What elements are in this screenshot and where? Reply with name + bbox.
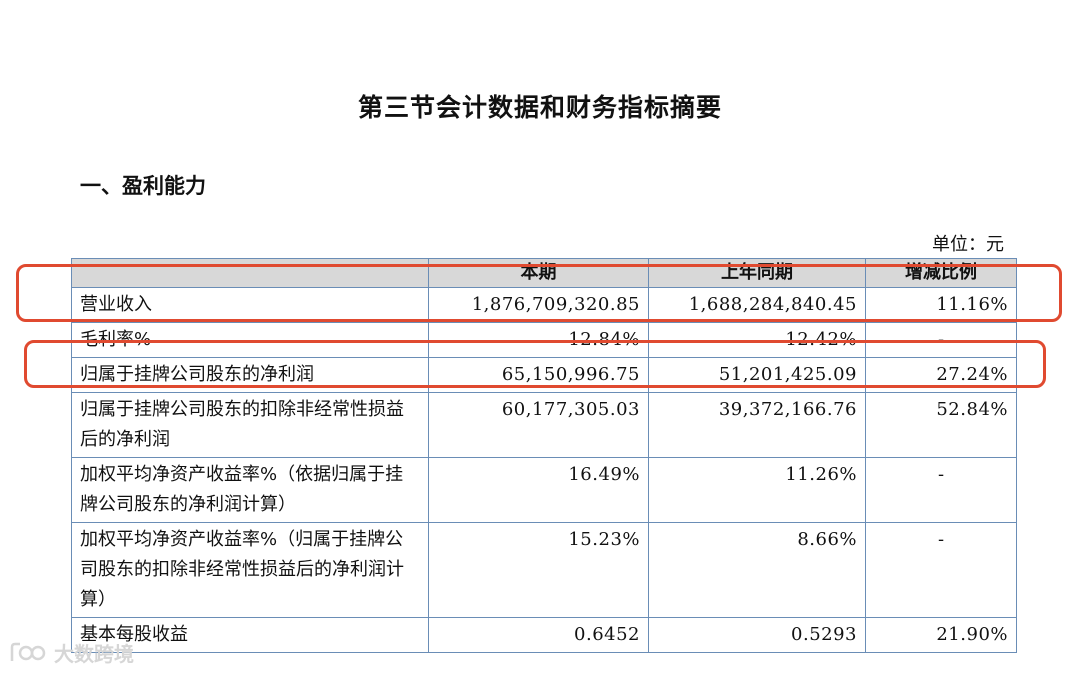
page-title: 第三节会计数据和财务指标摘要 [357,93,722,122]
row-label: 基本每股收益 [71,617,429,653]
row-label: 归属于挂牌公司股东的净利润 [71,357,429,393]
row-prior: 51,201,425.09 [648,357,866,393]
table-row: 营业收入 1,876,709,320.85 1,688,284,840.45 1… [71,287,1017,323]
header-current: 本期 [428,258,649,288]
row-change: 11.16% [865,287,1017,323]
row-prior: 1,688,284,840.45 [648,287,866,323]
table-row: 基本每股收益 0.6452 0.5293 21.90% [71,617,1017,653]
bubble-logo-icon [10,642,46,661]
row-current: 60,177,305.03 [428,392,649,458]
row-current: 15.23% [428,522,649,618]
header-change: 增减比例 [865,258,1017,288]
row-current: 1,876,709,320.85 [428,287,649,323]
row-label: 加权平均净资产收益率%（归属于挂牌公司股东的扣除非经常性损益后的净利润计算） [71,522,429,618]
row-change: 27.24% [865,357,1017,393]
row-prior: 39,372,166.76 [648,392,866,458]
financial-summary-table: 本期 上年同期 增减比例 营业收入 1,876,709,320.85 1,688… [71,258,1017,653]
watermark: 大数跨境 [8,638,134,667]
row-label: 毛利率% [71,322,429,358]
row-prior: 12.42% [648,322,866,358]
unit-label: 单位：元 [932,234,1004,255]
row-current: 16.49% [428,457,649,523]
table-row: 加权平均净资产收益率%（依据归属于挂牌公司股东的净利润计算） 16.49% 11… [71,457,1017,523]
table-row: 归属于挂牌公司股东的扣除非经常性损益后的净利润 60,177,305.03 39… [71,392,1017,458]
row-change: - [865,522,1017,618]
header-prior: 上年同期 [648,258,866,288]
row-change: 21.90% [865,617,1017,653]
table-row: 归属于挂牌公司股东的净利润 65,150,996.75 51,201,425.0… [71,357,1017,393]
row-label: 加权平均净资产收益率%（依据归属于挂牌公司股东的净利润计算） [71,457,429,523]
row-prior: 8.66% [648,522,866,618]
row-current: 0.6452 [428,617,649,653]
row-label: 归属于挂牌公司股东的扣除非经常性损益后的净利润 [71,392,429,458]
table-header-row: 本期 上年同期 增减比例 [71,258,1017,288]
row-prior: 11.26% [648,457,866,523]
row-change: - [865,322,1017,358]
row-prior: 0.5293 [648,617,866,653]
table-row: 加权平均净资产收益率%（归属于挂牌公司股东的扣除非经常性损益后的净利润计算） 1… [71,522,1017,618]
row-current: 65,150,996.75 [428,357,649,393]
section-heading: 一、盈利能力 [80,174,206,198]
table-row: 毛利率% 12.84% 12.42% - [71,322,1017,358]
watermark-text: 大数跨境 [54,642,134,666]
row-change: - [865,457,1017,523]
row-change: 52.84% [865,392,1017,458]
row-label: 营业收入 [71,287,429,323]
header-blank [71,258,429,288]
row-current: 12.84% [428,322,649,358]
